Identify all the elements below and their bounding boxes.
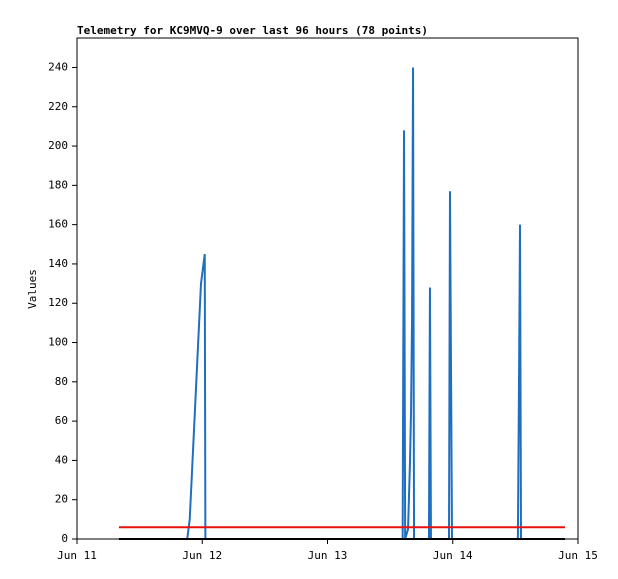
x-tick-label: Jun 12 bbox=[182, 549, 222, 562]
y-tick-label: 80 bbox=[55, 375, 68, 388]
y-tick-label: 120 bbox=[48, 296, 68, 309]
y-tick-label: 0 bbox=[61, 532, 68, 545]
x-tick-label: Jun 15 bbox=[558, 549, 598, 562]
y-tick-label: 40 bbox=[55, 453, 68, 466]
y-tick-label: 140 bbox=[48, 257, 68, 270]
x-tick-label: Jun 14 bbox=[433, 549, 473, 562]
y-tick-label: 200 bbox=[48, 139, 68, 152]
plot-frame bbox=[76, 37, 579, 540]
y-tick-label: 100 bbox=[48, 336, 68, 349]
chart-title: Telemetry for KC9MVQ-9 over last 96 hour… bbox=[77, 24, 428, 37]
y-axis-label: Values bbox=[26, 269, 39, 309]
y-tick-label: 60 bbox=[55, 414, 68, 427]
series-line bbox=[186, 67, 523, 540]
y-tick-label: 180 bbox=[48, 178, 68, 191]
y-tick-label: 240 bbox=[48, 60, 68, 73]
y-tick-label: 20 bbox=[55, 493, 68, 506]
x-tick-label: Jun 11 bbox=[57, 549, 97, 562]
y-tick-label: 160 bbox=[48, 218, 68, 231]
x-tick-label: Jun 13 bbox=[308, 549, 348, 562]
y-tick-label: 220 bbox=[48, 100, 68, 113]
